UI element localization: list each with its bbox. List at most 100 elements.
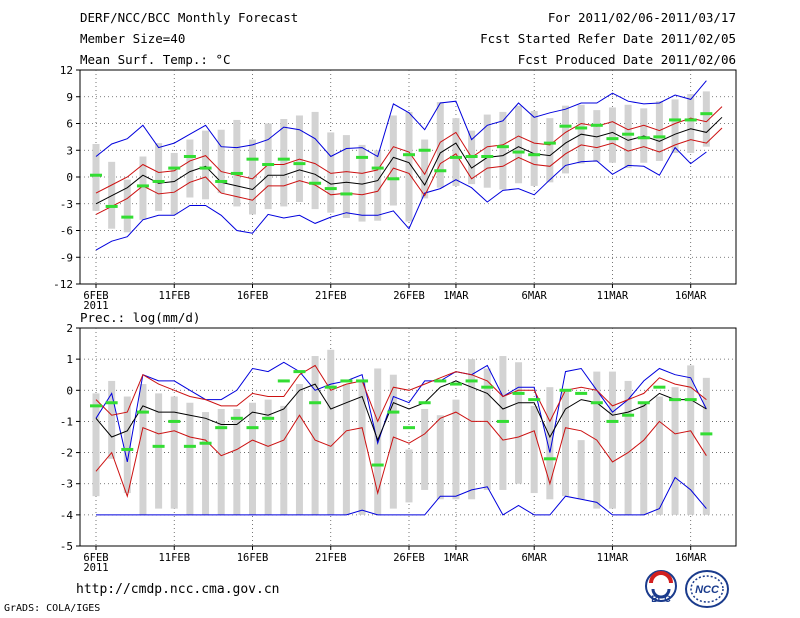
x-tick-label: 16MAR	[675, 290, 707, 302]
median-marker	[418, 401, 431, 405]
upper-sd-line	[95, 106, 723, 194]
y-tick-label: 9	[66, 91, 73, 104]
spread-box	[186, 402, 194, 515]
spread-box	[624, 380, 632, 515]
member-size-label: Member Size=40	[80, 31, 186, 46]
ncc-logo-text: NCC	[695, 584, 720, 596]
spread-box	[515, 362, 523, 484]
spread-box	[593, 110, 601, 162]
x-tick-label: 26FEB	[393, 552, 425, 564]
spread-box	[421, 139, 429, 199]
spread-box	[295, 384, 303, 515]
median-marker	[481, 385, 494, 389]
lower-sd-line	[95, 127, 723, 215]
forecast-period: For 2011/02/06-2011/03/17	[547, 10, 736, 25]
x-tick-label: 1MAR	[443, 552, 469, 564]
median-marker	[215, 179, 228, 183]
median-marker	[449, 382, 462, 386]
spread-box	[671, 99, 679, 153]
median-marker	[168, 419, 181, 423]
median-marker	[653, 385, 666, 389]
median-marker	[403, 153, 415, 157]
spread-box	[358, 144, 366, 222]
spread-box	[92, 393, 100, 497]
spread-box	[640, 402, 648, 515]
spread-box	[139, 384, 147, 515]
source-url[interactable]: http://cmdp.ncc.cma.gov.cn	[76, 582, 280, 597]
max-line	[95, 361, 707, 463]
median-marker	[512, 391, 525, 395]
mean-line	[95, 380, 707, 442]
median-marker	[496, 419, 509, 423]
median-marker	[136, 410, 149, 414]
fcst-started-date: Fcst Started Refer Date 2011/02/05	[480, 31, 736, 46]
y-tick-label: 1	[66, 353, 73, 366]
y-tick-label: -12	[53, 278, 73, 291]
median-marker	[168, 166, 181, 170]
median-marker	[309, 401, 322, 405]
median-marker	[418, 148, 431, 152]
median-marker	[152, 179, 165, 183]
spread-box	[483, 114, 491, 188]
median-marker	[434, 169, 447, 173]
x-tick-label: 6MAR	[522, 290, 548, 302]
bcc-logo: BCC	[645, 570, 677, 604]
median-marker	[246, 157, 259, 161]
spread-box	[608, 107, 616, 163]
y-tick-label: -3	[60, 478, 73, 491]
spread-box	[546, 387, 554, 500]
y-tick-label: 2	[66, 322, 73, 335]
x-tick-label: 6MAR	[522, 552, 548, 564]
spread-box	[624, 104, 632, 169]
y-tick-label: -4	[60, 509, 74, 522]
spread-box	[186, 139, 194, 198]
median-marker	[371, 463, 384, 467]
median-marker	[136, 184, 149, 188]
median-marker	[622, 132, 635, 136]
temperature-panel: 12 9 6 3 0 -3 -6 -9 -12 6FEB 11FEB 16FEB 21FEB 26FEB 1…	[53, 64, 737, 312]
median-marker	[183, 154, 196, 158]
median-marker	[199, 166, 212, 170]
median-marker	[684, 398, 697, 402]
x-tick-label: 16MAR	[675, 552, 707, 564]
spread-box	[280, 119, 288, 207]
median-marker	[434, 379, 447, 383]
lower-sd-line	[95, 411, 707, 498]
median-marker	[496, 145, 509, 149]
spread-box	[577, 440, 585, 500]
median-marker	[340, 192, 353, 196]
spread-box	[342, 384, 350, 515]
median-marker	[481, 154, 494, 158]
spread-box	[374, 150, 382, 221]
x-tick-label: 11MAR	[597, 552, 629, 564]
median-marker	[669, 398, 682, 402]
spread-box	[546, 118, 554, 183]
spread-box	[155, 143, 163, 211]
median-marker	[606, 419, 619, 423]
spread-box	[405, 449, 413, 503]
spread-box	[483, 368, 491, 490]
spread-box	[123, 396, 131, 494]
median-marker	[559, 124, 572, 128]
median-marker	[230, 416, 243, 420]
spread-box	[405, 111, 413, 222]
median-marker	[575, 126, 588, 130]
spread-box	[311, 111, 319, 210]
spread-box	[702, 377, 710, 515]
median-marker	[230, 171, 243, 175]
spread-box	[608, 371, 616, 509]
y-tick-label: 0	[66, 171, 73, 184]
spread-box	[249, 402, 256, 515]
spread-box	[452, 399, 460, 500]
median-marker	[637, 401, 650, 405]
y-tick-label: -2	[60, 447, 73, 460]
median-marker	[528, 398, 541, 402]
upper-sd-line	[95, 364, 707, 423]
median-marker	[387, 410, 400, 414]
spread-box	[436, 102, 444, 188]
median-marker	[293, 162, 306, 166]
median-marker	[669, 118, 682, 122]
plot-frame	[79, 327, 737, 547]
spread-box	[421, 408, 429, 490]
median-marker	[277, 379, 290, 383]
